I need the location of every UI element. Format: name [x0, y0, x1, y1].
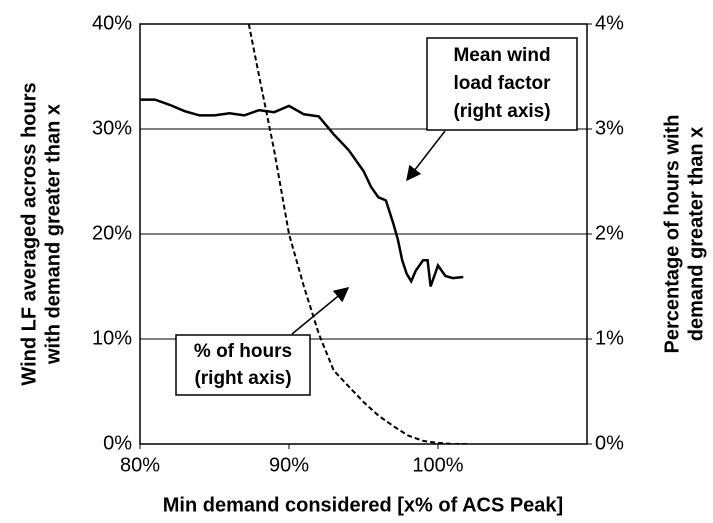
x-tick-label: 90% — [269, 454, 309, 476]
annotation-box — [175, 334, 311, 396]
y2-tick-label: 0% — [595, 432, 624, 454]
annotation: load factor — [453, 73, 551, 94]
lines — [140, 24, 468, 444]
y-tick-label: 40% — [92, 12, 132, 34]
y2-tick-label: 4% — [595, 12, 624, 34]
annotation: Mean wind — [453, 45, 550, 66]
y-axis-title-line: Wind LF averaged across hours — [18, 82, 40, 385]
y2-tick-label: 3% — [595, 117, 624, 139]
y2-tick-label: 1% — [595, 327, 624, 349]
annotation: % of hours — [194, 341, 292, 362]
labels: 0% 10% 20% 30% 40% 0% 1% 2% 3% 4% 80% 90% 100% — [92, 12, 624, 476]
y-tick-label: 10% — [92, 327, 132, 349]
data-line — [140, 98, 464, 287]
x-axis-title: Min demand considered [x% of ACS Peak] — [163, 494, 563, 516]
annotation: (right axis) — [194, 368, 291, 389]
y2-axis-title-line: demand greater than x — [685, 127, 707, 342]
y-tick-label: 20% — [92, 222, 132, 244]
y2-tick-label: 2% — [595, 222, 624, 244]
y-axis-title-line: with demand greater than x — [42, 104, 64, 365]
y-axis-title: Wind LF averaged across hours with deman… — [18, 82, 64, 385]
y-tick-label: 0% — [103, 432, 132, 454]
annotation-arrow — [406, 130, 446, 182]
annotation-box — [426, 37, 578, 131]
data-line — [247, 24, 468, 444]
annotation: (right axis) — [453, 101, 550, 122]
x-tick-label: 100% — [412, 454, 463, 476]
annotation-arrow — [291, 287, 350, 335]
y2-axis-title-line: Percentage of hours with — [661, 115, 683, 354]
y-tick-label: 30% — [92, 117, 132, 139]
y2-axis-title: Percentage of hours with demand greater … — [661, 115, 707, 354]
x-tick-label: 80% — [120, 454, 160, 476]
